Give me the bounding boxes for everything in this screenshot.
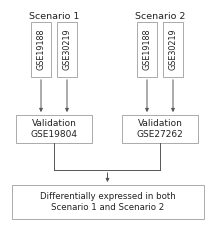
Text: GSE30219: GSE30219 xyxy=(63,29,72,70)
Text: GSE30219: GSE30219 xyxy=(169,29,178,70)
Text: Validation
GSE27262: Validation GSE27262 xyxy=(137,119,183,139)
Text: GSE19188: GSE19188 xyxy=(37,29,46,70)
FancyBboxPatch shape xyxy=(122,115,198,143)
FancyBboxPatch shape xyxy=(16,115,92,143)
Text: Scenario 1: Scenario 1 xyxy=(29,12,79,21)
Text: Validation
GSE19804: Validation GSE19804 xyxy=(31,119,77,139)
Text: GSE19188: GSE19188 xyxy=(143,29,152,70)
FancyBboxPatch shape xyxy=(31,22,51,77)
Text: Scenario 2: Scenario 2 xyxy=(135,12,185,21)
FancyBboxPatch shape xyxy=(137,22,157,77)
FancyBboxPatch shape xyxy=(11,185,204,219)
Text: Differentially expressed in both
Scenario 1 and Scenario 2: Differentially expressed in both Scenari… xyxy=(40,192,175,212)
FancyBboxPatch shape xyxy=(57,22,77,77)
FancyBboxPatch shape xyxy=(163,22,183,77)
